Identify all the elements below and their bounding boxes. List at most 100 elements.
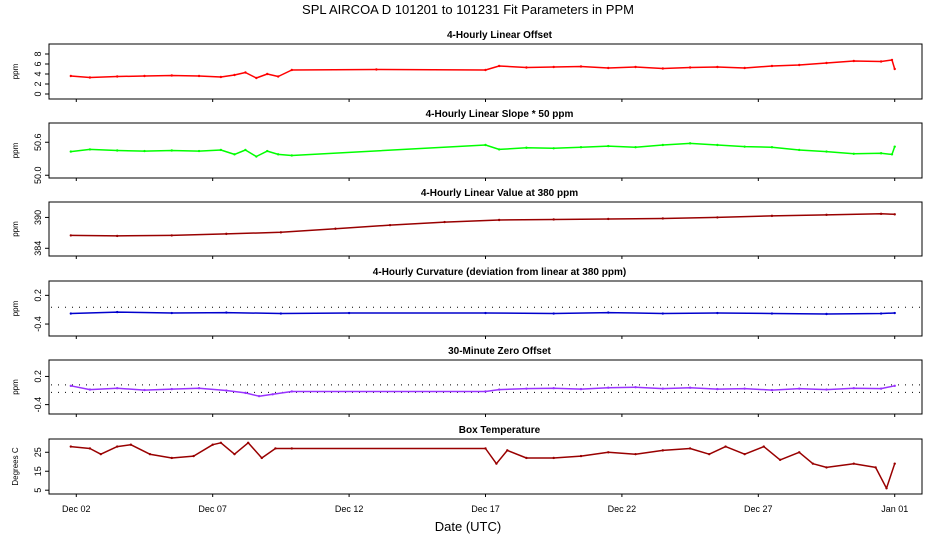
data-point [506, 449, 509, 452]
y-tick-label: 2 [33, 81, 43, 86]
data-point [116, 234, 119, 238]
data-point [874, 466, 877, 469]
data-point [890, 58, 894, 62]
data-point [443, 220, 446, 224]
data-point [257, 394, 261, 398]
y-axis-label: ppm [11, 142, 20, 158]
data-point [143, 74, 146, 78]
panel-title: 4-Hourly Linear Slope * 50 ppm [426, 109, 574, 120]
data-point [688, 447, 692, 450]
y-tick-label: 390 [33, 210, 43, 225]
data-point [798, 63, 801, 67]
data-point [607, 66, 610, 70]
data-point [825, 388, 828, 391]
data-point [69, 384, 73, 388]
panel-6: Box Temperature Degrees C 5 15 25 [11, 425, 923, 497]
data-point [148, 452, 152, 456]
data-point [661, 143, 665, 147]
panel-frame [48, 43, 923, 100]
data-point [116, 310, 119, 314]
y-tick-label: -0.4 [33, 316, 43, 332]
y-tick-label: 4 [33, 71, 43, 76]
x-axis-ticks: Dec 02 Dec 07 Dec 12 Dec 17 Dec 22 Dec 27 Jan … [62, 504, 908, 514]
y-tick-label: 5 [33, 488, 43, 493]
data-point [271, 393, 274, 396]
data-point [219, 441, 223, 444]
y-tick-label: -0.4 [33, 397, 43, 413]
y-tick-label: 50.0 [33, 166, 43, 184]
data-point [716, 143, 719, 147]
y-tick-label: 25 [33, 447, 43, 457]
data-point [552, 312, 555, 315]
data-point [552, 65, 555, 69]
data-point [143, 149, 146, 153]
data-point [255, 155, 258, 158]
data-point [893, 311, 896, 315]
data-point [170, 311, 173, 315]
data-point [770, 312, 774, 315]
data-point [688, 66, 692, 69]
data-point [266, 72, 269, 76]
data-point [811, 462, 815, 465]
data-point [290, 154, 294, 157]
series-line [70, 442, 896, 490]
data-point [69, 234, 73, 237]
data-point [716, 216, 719, 219]
data-point [661, 387, 665, 390]
data-point [143, 388, 146, 392]
data-point [170, 387, 173, 391]
data-point [88, 76, 92, 79]
data-point [276, 75, 280, 78]
y-tick-label: 0.2 [33, 370, 43, 383]
data-point [852, 59, 855, 63]
data-point [279, 312, 283, 315]
data-point [852, 386, 855, 390]
panel-frame [48, 359, 923, 415]
y-tick-label: 0 [33, 91, 43, 96]
data-point [88, 148, 92, 151]
data-point [724, 445, 727, 448]
data-point [634, 146, 637, 149]
data-point [661, 67, 665, 70]
data-point [890, 153, 894, 156]
y-axis-label: ppm [11, 379, 20, 395]
data-point [825, 213, 828, 217]
data-point [661, 449, 665, 452]
panel-frame [48, 438, 923, 495]
data-point [170, 234, 173, 237]
data-point [347, 311, 351, 315]
data-point [197, 74, 201, 78]
data-point [798, 451, 801, 454]
data-point [893, 462, 896, 465]
data-point [219, 75, 223, 79]
data-point [778, 458, 782, 462]
data-point [290, 447, 294, 450]
data-point [885, 487, 888, 490]
data-point [497, 64, 501, 68]
data-point [743, 145, 746, 148]
data-point [497, 388, 501, 391]
data-point [484, 311, 487, 315]
data-point [579, 387, 583, 391]
data-point [484, 390, 487, 393]
data-point [743, 66, 746, 70]
data-point [879, 60, 883, 63]
series-line [70, 213, 895, 237]
data-point [170, 456, 173, 460]
data-point [798, 387, 801, 390]
panel-frame [48, 201, 923, 257]
data-point [211, 443, 214, 446]
data-point [484, 68, 487, 72]
data-point [233, 73, 236, 77]
data-point [197, 386, 201, 390]
data-point [69, 312, 73, 315]
data-point [879, 312, 883, 315]
data-point [716, 387, 719, 391]
data-point [762, 445, 765, 448]
data-point [260, 456, 263, 460]
x-tick-label: Dec 27 [744, 504, 773, 514]
panel-title: Box Temperature [459, 425, 541, 436]
data-point [552, 456, 555, 460]
data-point [634, 386, 637, 389]
data-point [129, 443, 133, 446]
